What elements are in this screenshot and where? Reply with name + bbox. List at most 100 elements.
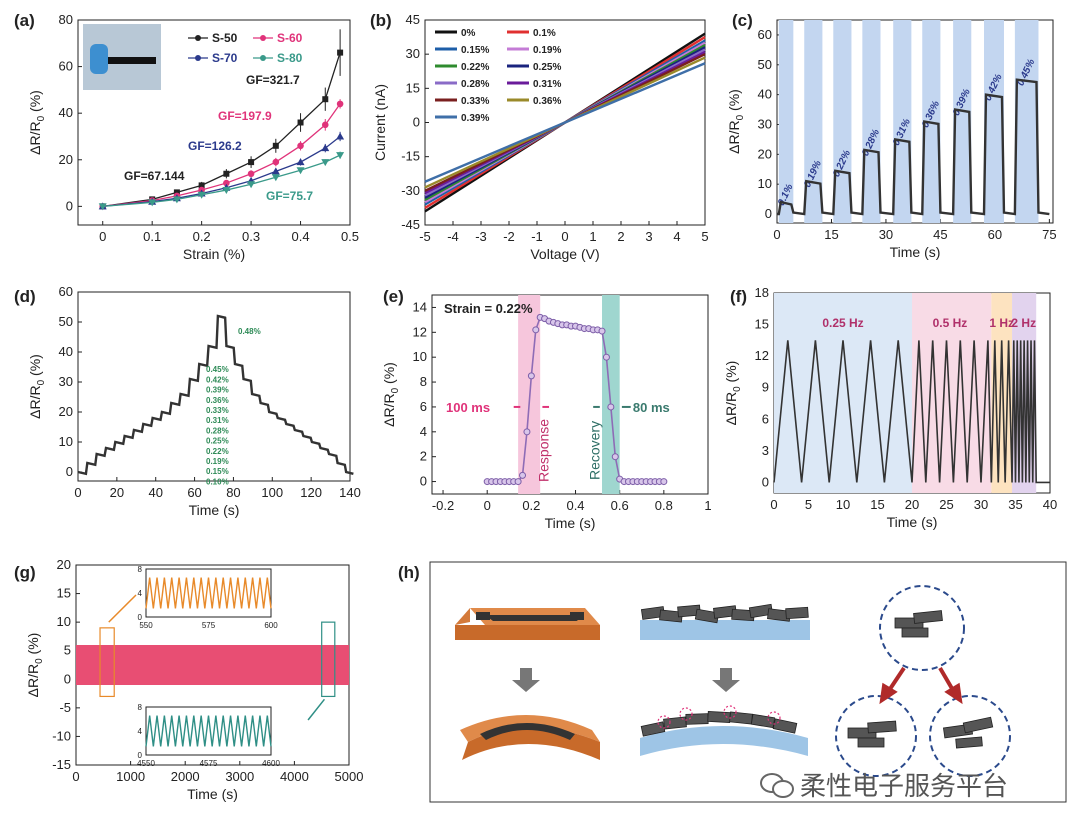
inset-y-tick: 8 [138, 565, 143, 574]
x-tick-label: -2 [503, 229, 515, 244]
data-point [527, 372, 535, 380]
y-tick-label: 2 [420, 449, 427, 464]
y-tick-label: 20 [59, 404, 73, 419]
x-tick-label: 5000 [335, 769, 364, 784]
legend-entry: S-70 [212, 51, 238, 65]
x-tick-label: 15 [824, 227, 838, 242]
y-tick-label: 0 [64, 671, 71, 686]
watermark: 柔性电子服务平台 [760, 766, 1060, 802]
x-tick-label: 0.4 [292, 229, 310, 244]
legend-marker [260, 35, 266, 41]
x-tick-label: 0.4 [566, 498, 584, 513]
legend-entry: 0.1% [533, 28, 556, 39]
ylabel-part: (%) [381, 362, 397, 388]
data-point [660, 478, 668, 486]
gf-annotation: GF=75.7 [266, 189, 313, 203]
x-tick-label: 5 [701, 229, 708, 244]
legend-marker [195, 55, 201, 61]
legend-entry: 0.33% [461, 96, 489, 107]
data-point [336, 132, 345, 140]
cyclic-band [76, 645, 349, 685]
recovery-time: 80 ms [633, 400, 670, 415]
x-tick-label: 4000 [280, 769, 309, 784]
frequency-label: 2 Hz [1011, 316, 1036, 330]
y-tick-label: 0 [66, 198, 73, 213]
ylabel-part: (%) [27, 354, 43, 380]
y-tick-label: 20 [758, 146, 772, 161]
strain-label: 0.31% [206, 416, 229, 425]
data-point [198, 182, 205, 189]
response-trace [777, 78, 1050, 216]
inset-trace [145, 715, 272, 747]
legend-entry: 0.31% [533, 79, 561, 90]
data-point [607, 403, 615, 411]
y-axis-label: ΔR/R0 (%) [27, 354, 47, 419]
y-tick-label: 60 [758, 27, 772, 42]
gf-annotation: GF=67.144 [124, 169, 185, 183]
response-label: Response [535, 419, 551, 482]
red-arrows [879, 666, 963, 705]
down-arrow [512, 668, 540, 692]
x-tick-label: -3 [475, 229, 487, 244]
legend-entry: 0.25% [533, 62, 561, 73]
panel-label-g: (g) [14, 563, 36, 582]
y-tick-label: 15 [57, 586, 71, 601]
x-tick-label: -1 [531, 229, 543, 244]
wechat-icon [760, 771, 794, 798]
y-tick-label: 18 [755, 285, 769, 300]
x-tick-label: 0.2 [522, 498, 540, 513]
panel-label-b: (b) [370, 11, 392, 30]
x-tick-label: 80 [226, 485, 240, 500]
strain-band [984, 20, 1004, 223]
data-point [611, 453, 619, 461]
x-tick-label: 30 [879, 227, 893, 242]
legend-entry: S-50 [212, 31, 238, 45]
strain-label: 0.36% [206, 396, 229, 405]
x-tick-label: 100 [261, 485, 283, 500]
x-tick-label: 35 [1008, 497, 1022, 512]
y-axis-label: ΔR/R0 (%) [723, 361, 743, 426]
y-tick-label: 30 [758, 116, 772, 131]
data-point [197, 191, 206, 199]
x-tick-label: 0.1 [143, 229, 161, 244]
data-point [337, 49, 344, 56]
data-point [98, 203, 107, 211]
ylabel-part: ΔR/R [25, 664, 41, 697]
legend-marker [195, 35, 201, 41]
ylabel-part: (%) [25, 633, 41, 659]
x-axis-label: Time (s) [545, 515, 596, 531]
strain-band [953, 20, 972, 223]
x-axis-label: Time (s) [189, 502, 240, 518]
y-tick-label: 8 [420, 374, 427, 389]
x-axis-label: Time (s) [187, 786, 238, 802]
frequency-label: 0.25 Hz [822, 316, 863, 330]
x-axis-label: Voltage (V) [530, 246, 599, 262]
y-tick-label: 4 [420, 424, 427, 439]
data-point [297, 142, 304, 150]
data-point [148, 199, 157, 207]
strain-label: 0.25% [206, 437, 229, 446]
y-tick-label: 40 [758, 87, 772, 102]
x-tick-label: 0 [99, 229, 106, 244]
x-tick-label: 60 [988, 227, 1002, 242]
flake-network-bent [640, 705, 808, 756]
ylabel-part: (%) [723, 361, 739, 387]
y-axis-label: ΔR/R0 (%) [25, 633, 45, 698]
flake-network-flat [640, 603, 810, 640]
watermark-text: 柔性电子服务平台 [800, 770, 1009, 801]
panel-h: (h) [398, 561, 1067, 803]
inset-y-tick: 4 [138, 727, 143, 736]
data-point [297, 119, 304, 126]
x-tick-label: 0 [72, 769, 79, 784]
frequency-band [774, 293, 912, 493]
strain-title: Strain = 0.22% [444, 301, 533, 316]
strain-band [893, 20, 912, 223]
inset-x-tick: 575 [202, 621, 216, 630]
y-tick-label: 30 [406, 46, 420, 61]
sensor-strip [108, 57, 156, 64]
x-tick-label: 20 [905, 497, 919, 512]
y-tick-label: -15 [401, 149, 420, 164]
